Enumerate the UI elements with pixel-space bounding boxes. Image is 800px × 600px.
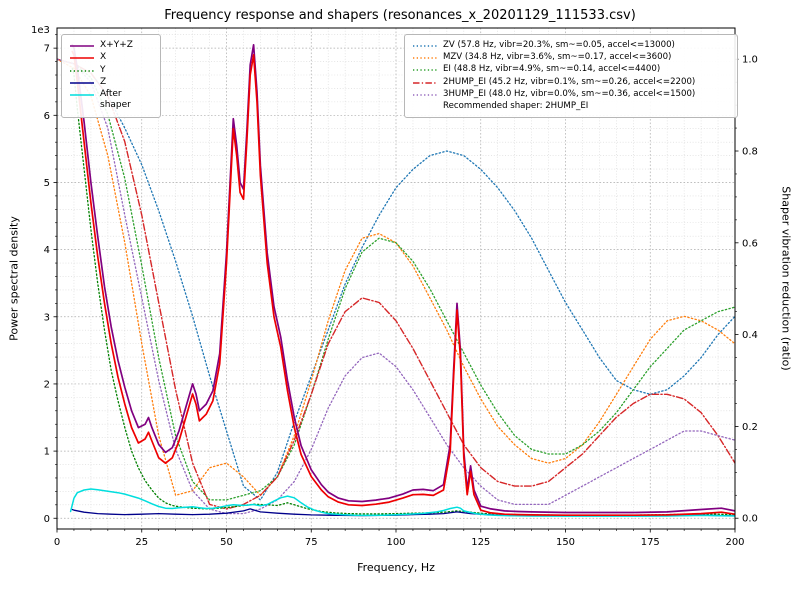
legend-line-sample: [413, 69, 437, 72]
tick-label: 175: [641, 537, 660, 548]
tick-label: 0.4: [742, 330, 758, 341]
legend-label: X: [100, 52, 107, 63]
y-axis-offset-label: 1e3: [31, 25, 50, 36]
legend-label: 2HUMP_EI (45.2 Hz, vibr=0.1%, sm~=0.26, …: [443, 76, 696, 87]
legend-line-sample: [70, 57, 94, 60]
series-3HUMP_EI: [57, 58, 735, 515]
legend-item: 2HUMP_EI (45.2 Hz, vibr=0.1%, sm~=0.26, …: [412, 77, 730, 88]
legend-line-sample: [70, 45, 94, 47]
legend-item: MZV (34.8 Hz, vibr=3.6%, sm~=0.17, accel…: [412, 52, 730, 63]
series-ZV: [57, 58, 735, 501]
tick-label: 6: [44, 111, 50, 122]
legend-line-sample: [413, 57, 437, 59]
tick-label: 4: [44, 245, 50, 256]
legend-item: ZV (57.8 Hz, vibr=20.3%, sm~=0.05, accel…: [412, 40, 730, 51]
legend-label: ZV (57.8 Hz, vibr=20.3%, sm~=0.05, accel…: [443, 40, 675, 50]
legend-psd: X+Y+Z X Y Z After shaper: [61, 34, 161, 118]
legend-item: Y: [69, 65, 153, 76]
tick-label: 0.2: [742, 422, 758, 433]
series-x: [71, 50, 735, 517]
y-axis-label-left: Power spectral density: [7, 216, 21, 341]
tick-label: 3: [44, 312, 50, 323]
legend-line-sample: [413, 93, 437, 96]
chart-title: Frequency response and shapers (resonanc…: [164, 8, 636, 23]
legend-shapers: ZV (57.8 Hz, vibr=20.3%, sm~=0.05, accel…: [404, 34, 738, 119]
tick-label: 0: [54, 537, 60, 548]
legend-line-sample: [413, 81, 437, 84]
legend-item: X: [69, 52, 153, 63]
legend-item: EI (48.8 Hz, vibr=4.9%, sm~=0.14, accel<…: [412, 64, 730, 75]
legend-line-sample: [70, 81, 94, 84]
series-y: [71, 67, 735, 516]
legend-label: After shaper: [100, 89, 131, 111]
tick-label: 7: [44, 44, 50, 55]
series-MZV: [57, 58, 735, 496]
legend-label: EI (48.8 Hz, vibr=4.9%, sm~=0.14, accel<…: [443, 64, 661, 75]
tick-label: 100: [386, 537, 405, 548]
legend-item: X+Y+Z: [69, 40, 153, 51]
x-axis-label: Frequency, Hz: [357, 561, 435, 574]
tick-label: 50: [220, 537, 233, 548]
legend-label: Z: [100, 76, 107, 87]
legend-recommended-note: Recommended shaper: 2HUMP_EI: [412, 101, 730, 112]
tick-label: 25: [135, 537, 148, 548]
y-axis-label-right: Shaper vibration reduction (ratio): [779, 186, 793, 371]
series-EI: [57, 58, 735, 501]
legend-label: Recommended shaper: 2HUMP_EI: [443, 100, 589, 111]
series-2HUMP_EI: [57, 58, 735, 510]
tick-label: 0.6: [742, 238, 758, 249]
tick-label: 200: [725, 537, 744, 548]
legend-label: X+Y+Z: [100, 40, 133, 50]
tick-label: 0.8: [742, 147, 758, 158]
chart-shape: [57, 43, 735, 517]
tick-label: 125: [471, 537, 490, 548]
tick-label: 0: [44, 514, 50, 525]
legend-line-sample: [70, 69, 94, 72]
series-after_shaper: [69, 488, 735, 517]
tick-label: 5: [44, 178, 50, 189]
tick-label: 2: [44, 379, 50, 390]
legend-item: After shaper: [69, 89, 153, 112]
tick-label: 0.0: [742, 514, 758, 525]
plot-frame: [56, 27, 736, 530]
legend-label: Y: [100, 64, 106, 75]
legend-line-sample: [413, 45, 437, 47]
legend-item: 3HUMP_EI (48.0 Hz, vibr=0.0%, sm~=0.36, …: [412, 89, 730, 100]
tick-label: 75: [305, 537, 318, 548]
legend-line-sample: [70, 94, 94, 96]
legend-item: Z: [69, 77, 153, 88]
tick-label: 1: [44, 447, 50, 458]
legend-label: MZV (34.8 Hz, vibr=3.6%, sm~=0.17, accel…: [443, 52, 672, 63]
legend-label: 3HUMP_EI (48.0 Hz, vibr=0.0%, sm~=0.36, …: [443, 88, 696, 99]
tick-label: 1.0: [742, 55, 758, 66]
tick-label: 150: [556, 537, 575, 548]
